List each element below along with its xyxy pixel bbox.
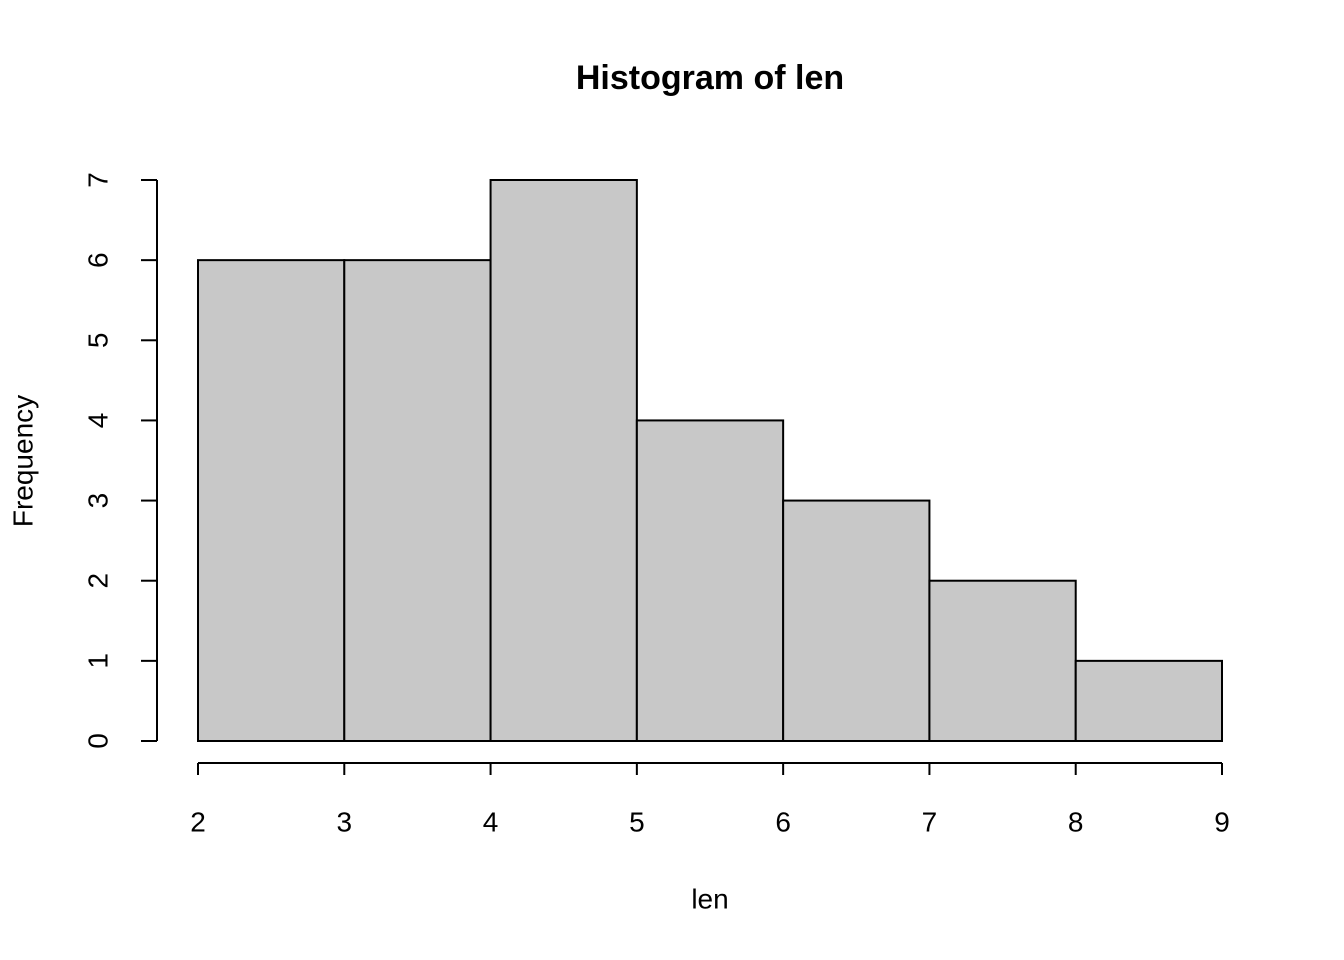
- y-tick-label: 7: [82, 172, 113, 188]
- y-axis-label: Frequency: [7, 395, 38, 527]
- chart-title: Histogram of len: [576, 59, 844, 97]
- x-tick-label: 5: [629, 806, 645, 837]
- x-tick-label: 6: [775, 806, 791, 837]
- bar: [343, 259, 492, 742]
- y-tick-label: 3: [82, 493, 113, 509]
- x-tick-label: 7: [922, 806, 938, 837]
- y-tick-label: 4: [82, 413, 113, 429]
- y-tick-label: 5: [82, 332, 113, 348]
- x-axis-label: len: [691, 883, 728, 914]
- x-tick-label: 9: [1214, 806, 1230, 837]
- y-tick-label: 0: [82, 733, 113, 749]
- x-tick-label: 2: [190, 806, 206, 837]
- x-tick-label: 4: [483, 806, 499, 837]
- bar: [489, 179, 638, 742]
- x-tick-label: 8: [1068, 806, 1084, 837]
- bar: [1074, 659, 1223, 742]
- y-tick-label: 1: [82, 653, 113, 669]
- bar: [635, 419, 785, 742]
- y-tick-label: 6: [82, 252, 113, 268]
- bar: [197, 259, 346, 742]
- bar: [782, 499, 931, 743]
- bar: [928, 579, 1077, 743]
- x-tick-label: 3: [336, 806, 352, 837]
- y-tick-label: 2: [82, 573, 113, 589]
